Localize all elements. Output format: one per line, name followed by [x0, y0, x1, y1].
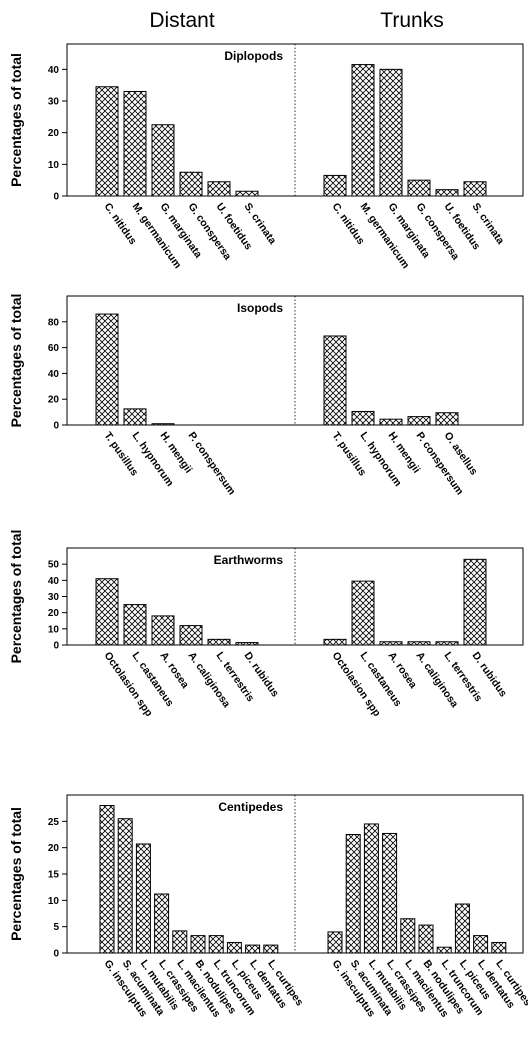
bar-trunks-3	[382, 832, 398, 954]
bar-distant-0	[99, 805, 115, 954]
y-tick-label: 20	[48, 395, 60, 406]
bar-trunks-3	[407, 641, 431, 646]
y-tick-label: 80	[48, 317, 60, 328]
bar-trunks-2	[379, 641, 403, 646]
y-tick-label: 40	[48, 65, 60, 76]
chart-panel-3: 0 5 10 15 20 25 Percentages of total Centipedes…	[8, 794, 528, 1020]
bar-distant-1	[117, 818, 133, 954]
y-tick-label: 50	[48, 560, 60, 571]
bar-trunks-0	[323, 638, 347, 646]
category-label: P. conspersum	[186, 430, 238, 497]
bar-trunks-7	[454, 903, 470, 954]
y-tick-label: 15	[48, 870, 60, 881]
bar-distant-1	[123, 91, 147, 197]
y-tick-label: 10	[48, 896, 60, 907]
bar-trunks-1	[351, 580, 375, 646]
bar-distant-0	[95, 313, 119, 426]
y-tick-label: 20	[48, 843, 60, 854]
bar-distant-3	[154, 893, 170, 954]
bar-trunks-4	[400, 918, 416, 954]
y-tick-label: 30	[48, 97, 60, 108]
bar-distant-4	[207, 181, 231, 197]
bar-distant-8	[245, 944, 261, 954]
y-tick-label: 0	[53, 192, 59, 203]
bar-trunks-9	[491, 941, 507, 954]
y-tick-label: 10	[48, 160, 60, 171]
bar-trunks-4	[435, 412, 459, 426]
bar-distant-2	[151, 124, 175, 197]
y-tick-label: 40	[48, 576, 60, 587]
bar-trunks-4	[435, 189, 459, 197]
chart-title: Earthworms	[214, 553, 284, 567]
y-axis-title: Percentages of total	[8, 530, 24, 664]
bar-distant-9	[263, 944, 279, 954]
bar-trunks-4	[435, 641, 459, 646]
bar-trunks-0	[323, 174, 347, 197]
bar-trunks-5	[463, 558, 487, 646]
bar-distant-0	[95, 578, 119, 646]
y-tick-label: 60	[48, 343, 60, 354]
bar-distant-0	[95, 86, 119, 197]
column-title-distant: Distant	[149, 9, 215, 32]
chart-panel-2: 0 10 20 30 40 50 Percentages of total Earthworm…	[8, 530, 524, 719]
bar-distant-1	[123, 408, 147, 426]
bar-trunks-2	[379, 418, 403, 426]
y-tick-label: 20	[48, 128, 60, 139]
chart-title: Centipedes	[218, 800, 283, 814]
bar-distant-5	[190, 935, 206, 954]
y-tick-label: 5	[53, 922, 59, 933]
bar-trunks-0	[323, 335, 347, 426]
y-tick-label: 0	[53, 421, 59, 432]
bar-trunks-5	[463, 181, 487, 197]
bar-distant-1	[123, 604, 147, 646]
bar-distant-3	[179, 625, 203, 646]
bar-trunks-1	[351, 410, 375, 426]
bar-trunks-8	[473, 935, 489, 954]
bar-trunks-2	[363, 823, 379, 954]
y-tick-label: 10	[48, 624, 60, 635]
bar-distant-7	[226, 941, 242, 954]
bar-trunks-1	[351, 64, 375, 197]
bar-distant-5	[235, 190, 259, 197]
bar-distant-6	[208, 935, 224, 954]
y-tick-label: 0	[53, 641, 59, 652]
bar-trunks-5	[418, 924, 434, 954]
bar-trunks-3	[407, 179, 431, 197]
chart-title: Diplopods	[224, 49, 283, 63]
bar-distant-5	[235, 642, 259, 646]
y-axis-title: Percentages of total	[8, 294, 24, 428]
chart-title: Isopods	[237, 301, 283, 315]
bar-trunks-1	[345, 834, 361, 954]
y-tick-label: 25	[48, 817, 60, 828]
bar-distant-4	[207, 638, 231, 646]
y-axis-title: Percentages of total	[8, 807, 24, 941]
y-tick-label: 30	[48, 592, 60, 603]
bar-trunks-6	[436, 946, 452, 954]
bar-distant-3	[179, 171, 203, 197]
column-title-trunks: Trunks	[380, 9, 443, 32]
bar-distant-2	[135, 843, 151, 954]
bar-trunks-2	[379, 68, 403, 197]
bar-trunks-3	[407, 416, 431, 426]
y-tick-label: 20	[48, 608, 60, 619]
bar-distant-2	[151, 615, 175, 646]
bar-trunks-0	[327, 931, 343, 954]
y-tick-label: 0	[53, 949, 59, 960]
y-tick-label: 40	[48, 369, 60, 380]
bar-distant-4	[172, 930, 188, 954]
bar-distant-2	[151, 423, 175, 426]
y-axis-title: Percentages of total	[8, 53, 24, 187]
